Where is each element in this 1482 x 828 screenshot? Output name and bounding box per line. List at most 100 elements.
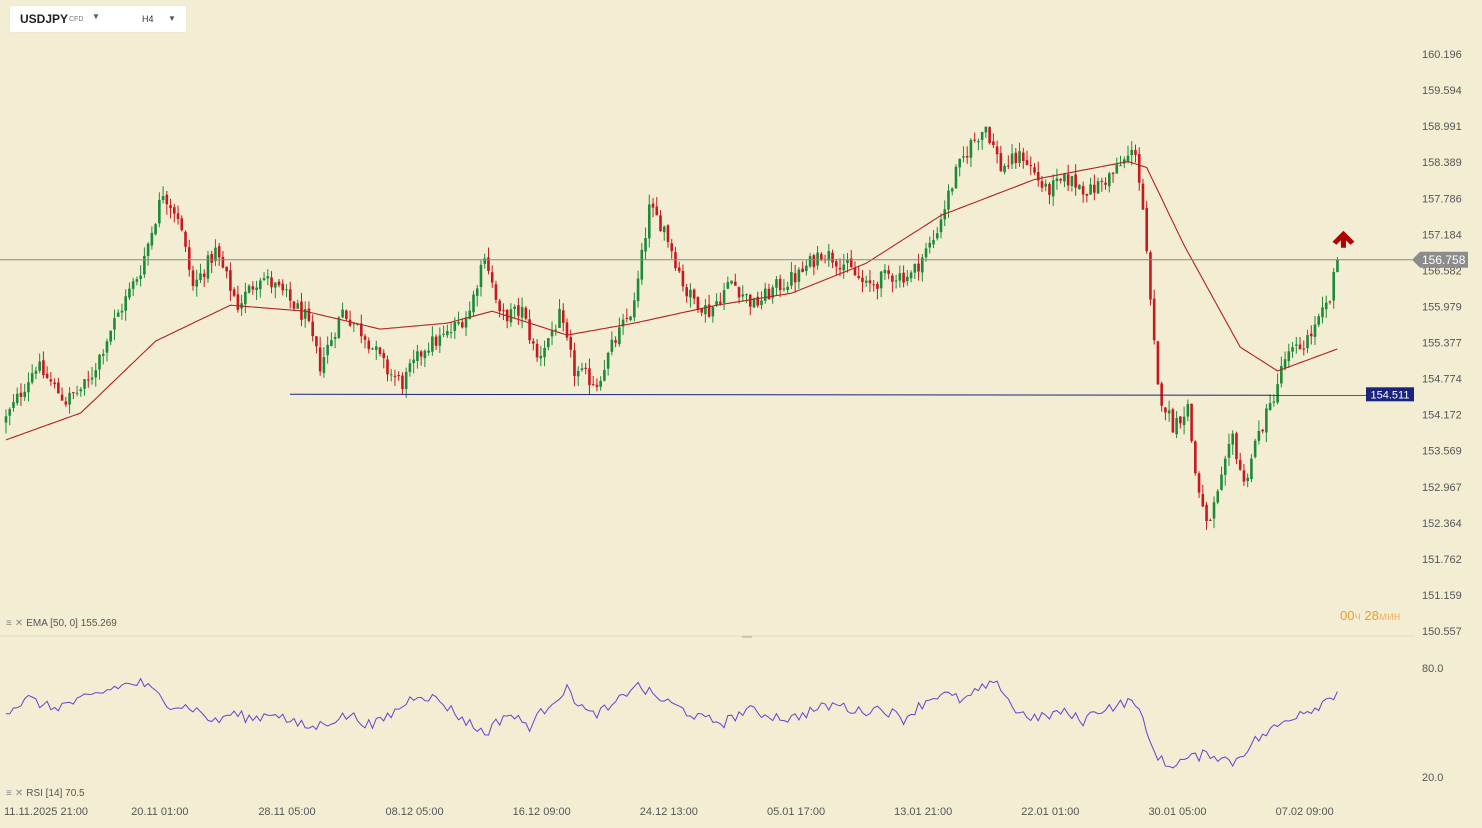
candle-body: [1182, 416, 1186, 426]
time-tick-label: 24.12 13:00: [640, 806, 698, 818]
candle-body: [1220, 474, 1223, 490]
candle-body: [771, 287, 774, 298]
candle-body: [326, 344, 329, 356]
chevron-down-icon[interactable]: ▼: [168, 14, 176, 23]
candle-body: [1141, 183, 1145, 210]
settings-lines-icon[interactable]: ≡: [6, 618, 12, 629]
candle-body: [625, 317, 629, 319]
candle-body: [816, 252, 819, 266]
symbol-type: CFD: [69, 16, 84, 23]
candle-body: [894, 280, 898, 282]
close-icon[interactable]: ✕: [14, 618, 24, 629]
candle-body: [569, 337, 573, 350]
candle-body: [202, 273, 206, 277]
candle-body: [1108, 173, 1111, 187]
candle-body: [700, 308, 703, 313]
candle-body: [412, 359, 415, 364]
candle-body: [1014, 152, 1018, 164]
symbol-selector[interactable]: USDJPY CFD ▼ H4 ▼: [10, 6, 186, 32]
candle-body: [109, 330, 113, 342]
candle-body: [266, 276, 270, 279]
candle-body: [621, 319, 625, 327]
candle-body: [1179, 416, 1182, 424]
candle-body: [1167, 410, 1171, 414]
candle-body: [94, 370, 98, 378]
candle-body: [532, 341, 535, 344]
candle-body: [606, 352, 610, 369]
rsi-legend[interactable]: ≡ ✕ RSI [14] 70.5: [6, 788, 85, 799]
price-tick-label: 158.991: [1422, 121, 1462, 133]
candle-body: [135, 279, 139, 282]
candle-body: [864, 280, 868, 283]
candle-body: [434, 336, 438, 346]
candle-body: [662, 226, 666, 233]
candle-body: [1175, 418, 1178, 435]
candle-body: [1253, 440, 1257, 457]
candle-body: [539, 355, 543, 359]
candle-body: [457, 321, 460, 324]
timeframe-selector[interactable]: H4: [142, 14, 154, 24]
candle-body: [124, 296, 127, 311]
candle-body: [696, 297, 700, 310]
candle-body: [1126, 155, 1130, 161]
candle-body: [786, 286, 789, 290]
candle-body: [210, 253, 213, 263]
candle-body: [599, 380, 602, 387]
ema-legend[interactable]: ≡ ✕ EMA [50, 0] 155.269: [6, 618, 117, 629]
hline-price-tag: 154.511: [1366, 387, 1414, 402]
close-icon[interactable]: ✕: [14, 788, 24, 799]
candle-body: [113, 318, 116, 330]
candle-body: [1063, 173, 1066, 182]
candle-body: [367, 340, 371, 350]
candle-body: [1201, 493, 1205, 507]
candle-body: [1283, 359, 1287, 368]
candle-body: [988, 127, 991, 144]
candle-body: [1205, 504, 1208, 521]
candle-body: [535, 343, 539, 358]
candle-body: [801, 268, 804, 273]
price-tick-label: 155.979: [1422, 301, 1462, 313]
candle-body: [1025, 160, 1029, 165]
candle-body: [722, 290, 726, 303]
candle-body: [1291, 347, 1294, 352]
candle-body: [431, 336, 434, 352]
candle-body: [34, 370, 38, 374]
candle-body: [928, 242, 932, 248]
candle-body: [547, 338, 550, 348]
settings-lines-icon[interactable]: ≡: [6, 788, 12, 799]
candle-body: [730, 280, 733, 284]
candle-body: [591, 384, 595, 386]
candle-body: [337, 317, 341, 338]
candle-body: [363, 336, 367, 340]
rsi-tick-label: 20.0: [1422, 772, 1443, 784]
candle-body: [782, 288, 786, 290]
candle-body: [345, 310, 348, 319]
candle-body: [1119, 165, 1122, 167]
candle-body: [767, 288, 771, 300]
candle-body: [1272, 401, 1276, 403]
timer-hours: 00: [1340, 608, 1355, 623]
candle-body: [995, 146, 999, 155]
candle-body: [1302, 348, 1306, 350]
candle-body: [554, 329, 558, 331]
candle-body: [1134, 150, 1137, 155]
candle-body: [487, 257, 490, 272]
chevron-down-icon[interactable]: ▼: [92, 12, 100, 21]
candle-body: [139, 275, 142, 280]
candle-body: [689, 289, 692, 298]
candle-body: [973, 139, 976, 141]
candle-body: [610, 339, 614, 352]
candle-body: [1137, 153, 1141, 183]
candle-body: [1287, 351, 1291, 361]
candle-body: [1051, 180, 1055, 197]
candle-body: [909, 272, 913, 279]
candle-body: [868, 280, 872, 284]
candle-body: [846, 259, 849, 263]
candle-body: [902, 272, 905, 283]
candle-body: [1186, 403, 1190, 417]
candle-body: [176, 213, 180, 219]
candle-body: [307, 308, 311, 322]
candle-body: [397, 375, 400, 377]
candle-body: [374, 346, 378, 350]
